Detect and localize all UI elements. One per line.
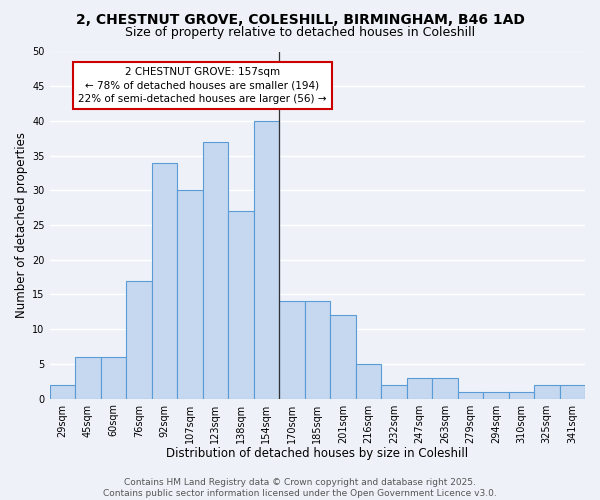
Bar [381, 384, 407, 398]
Bar [483, 392, 509, 398]
Text: 2, CHESTNUT GROVE, COLESHILL, BIRMINGHAM, B46 1AD: 2, CHESTNUT GROVE, COLESHILL, BIRMINGHAM… [76, 12, 524, 26]
Text: Contains HM Land Registry data © Crown copyright and database right 2025.
Contai: Contains HM Land Registry data © Crown c… [103, 478, 497, 498]
Bar [509, 392, 534, 398]
Bar [407, 378, 432, 398]
Bar [560, 384, 585, 398]
Text: 2 CHESTNUT GROVE: 157sqm
← 78% of detached houses are smaller (194)
22% of semi-: 2 CHESTNUT GROVE: 157sqm ← 78% of detach… [78, 67, 326, 104]
Bar [432, 378, 458, 398]
Bar [50, 384, 75, 398]
Bar [279, 302, 305, 398]
Bar [356, 364, 381, 398]
Bar [534, 384, 560, 398]
Text: Size of property relative to detached houses in Coleshill: Size of property relative to detached ho… [125, 26, 475, 39]
Bar [203, 142, 228, 398]
Bar [228, 211, 254, 398]
Bar [126, 280, 152, 398]
Bar [458, 392, 483, 398]
Bar [330, 316, 356, 398]
Y-axis label: Number of detached properties: Number of detached properties [15, 132, 28, 318]
X-axis label: Distribution of detached houses by size in Coleshill: Distribution of detached houses by size … [166, 447, 469, 460]
Bar [75, 357, 101, 399]
Bar [152, 162, 177, 398]
Bar [305, 302, 330, 398]
Bar [101, 357, 126, 399]
Bar [177, 190, 203, 398]
Bar [254, 121, 279, 398]
